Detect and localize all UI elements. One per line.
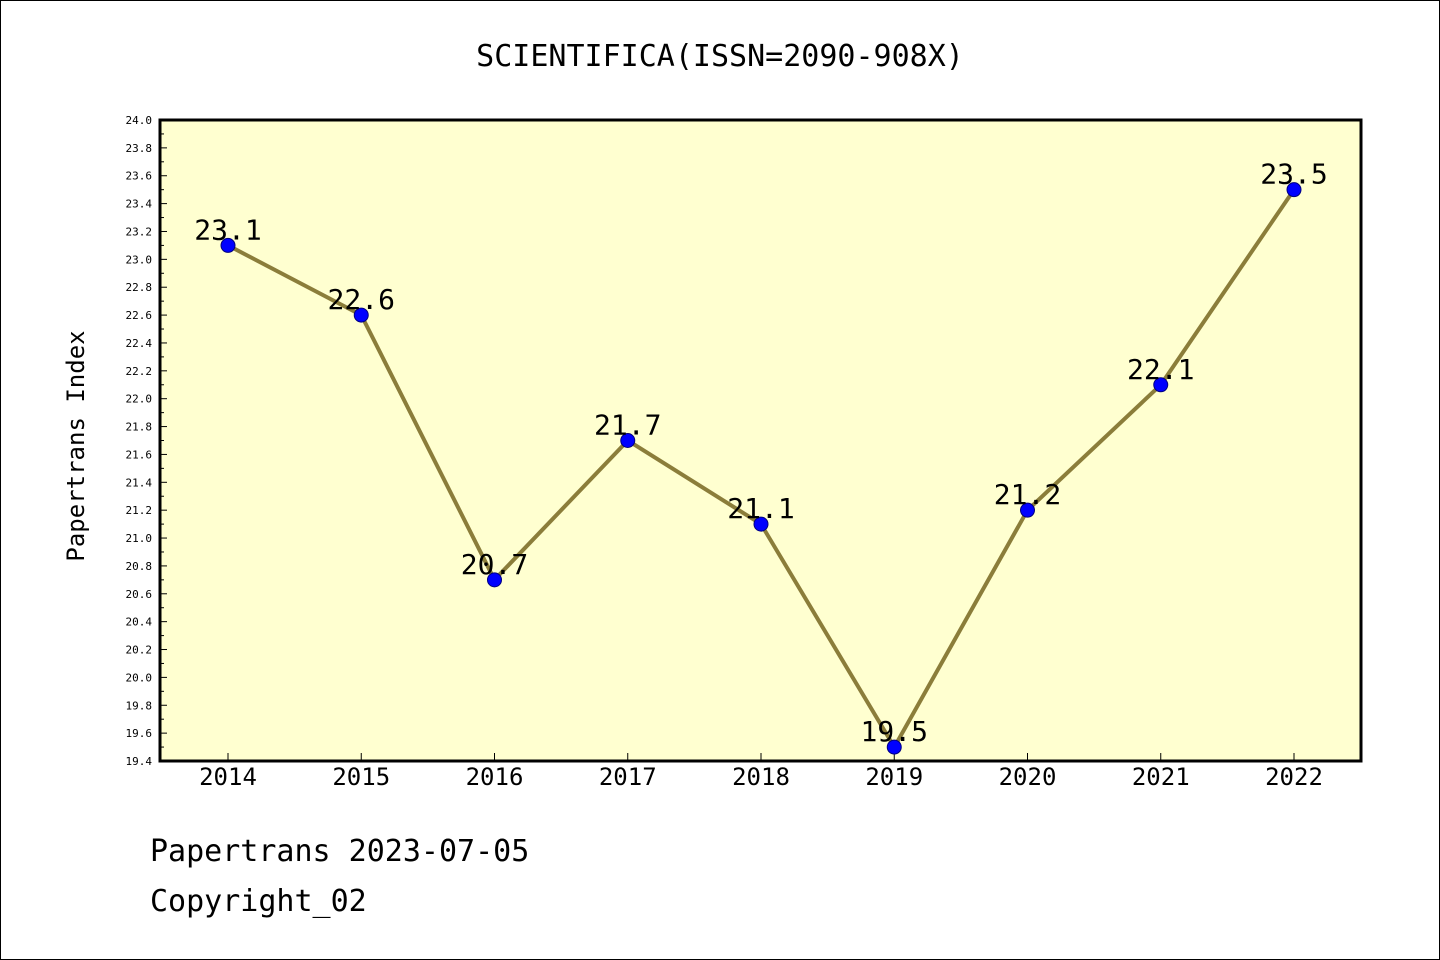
data-label: 23.1: [194, 213, 261, 246]
data-point: [220, 237, 236, 253]
data-label: 21.1: [727, 492, 794, 525]
data-point: [353, 307, 369, 323]
data-label: 22.6: [328, 283, 395, 316]
y-tick-label: 22.4: [126, 337, 153, 350]
x-tick-label: 2019: [865, 763, 923, 791]
y-tick-label: 19.8: [126, 699, 153, 712]
data-label: 22.1: [1127, 353, 1194, 386]
y-tick-label: 23.8: [126, 142, 153, 155]
y-tick-label: 20.8: [126, 560, 153, 573]
y-tick-label: 20.6: [126, 588, 153, 601]
x-tick-label: 2015: [332, 763, 390, 791]
data-label: 19.5: [861, 715, 928, 748]
y-tick-label: 21.0: [126, 532, 153, 545]
y-tick-label: 23.4: [126, 198, 153, 211]
data-label: 21.2: [994, 478, 1061, 511]
x-tick-label: 2017: [599, 763, 657, 791]
y-tick-label: 21.6: [126, 448, 153, 461]
chart-title: SCIENTIFICA(ISSN=2090-908X): [476, 39, 964, 74]
y-tick-label: 24.0: [126, 114, 153, 127]
y-tick-label: 21.4: [126, 476, 153, 489]
footer-copyright: Copyright_02: [150, 884, 367, 919]
y-tick-label: 21.2: [126, 504, 153, 517]
data-point: [753, 516, 769, 532]
y-tick-label: 20.0: [126, 671, 153, 684]
x-tick-label: 2020: [999, 763, 1057, 791]
y-tick-label: 20.2: [126, 644, 153, 657]
x-tick-label: 2018: [732, 763, 790, 791]
y-tick-label: 21.8: [126, 421, 153, 434]
y-tick-label: 23.0: [126, 253, 153, 266]
data-point: [620, 433, 636, 448]
y-tick-label: 20.4: [126, 616, 153, 629]
y-tick-label: 22.0: [126, 393, 153, 406]
x-tick-label: 2022: [1265, 763, 1323, 791]
data-point: [487, 572, 502, 588]
x-tick-label: 2016: [466, 763, 524, 791]
y-tick-label: 22.8: [126, 281, 153, 294]
y-tick-label: 23.2: [126, 225, 153, 238]
y-tick-label: 23.6: [126, 170, 153, 183]
x-tick-label: 2014: [199, 763, 257, 791]
x-tick-label: 2021: [1132, 763, 1190, 791]
footer-date: Papertrans 2023-07-05: [150, 834, 530, 869]
data-point: [886, 739, 902, 755]
data-label: 20.7: [461, 548, 528, 581]
y-axis-ticks: 19.4 19.6 19.8 20.0 20.2 20.4 20.6 20.8 21.0 21.2…: [126, 114, 167, 768]
plot-area: [158, 118, 1363, 763]
y-tick-label: 19.4: [126, 755, 153, 768]
y-axis-label: Papertrans Index: [62, 330, 90, 561]
data-label: 21.7: [594, 409, 661, 442]
series-layer: 23.1 22.6 20.7 21.7 21.1 19.5 21.2 22.1 23.5: [194, 158, 1328, 755]
y-tick-label: 19.6: [126, 727, 153, 740]
y-tick-label: 22.6: [126, 309, 153, 322]
data-point: [1020, 502, 1035, 518]
x-axis-ticks: 2014 2015 2016 2017 2018 2019 2020 2021 2022: [199, 753, 1323, 791]
data-label: 23.5: [1260, 158, 1327, 191]
y-tick-label: 22.2: [126, 365, 153, 378]
data-point: [1153, 377, 1169, 393]
data-point: [1286, 182, 1302, 198]
